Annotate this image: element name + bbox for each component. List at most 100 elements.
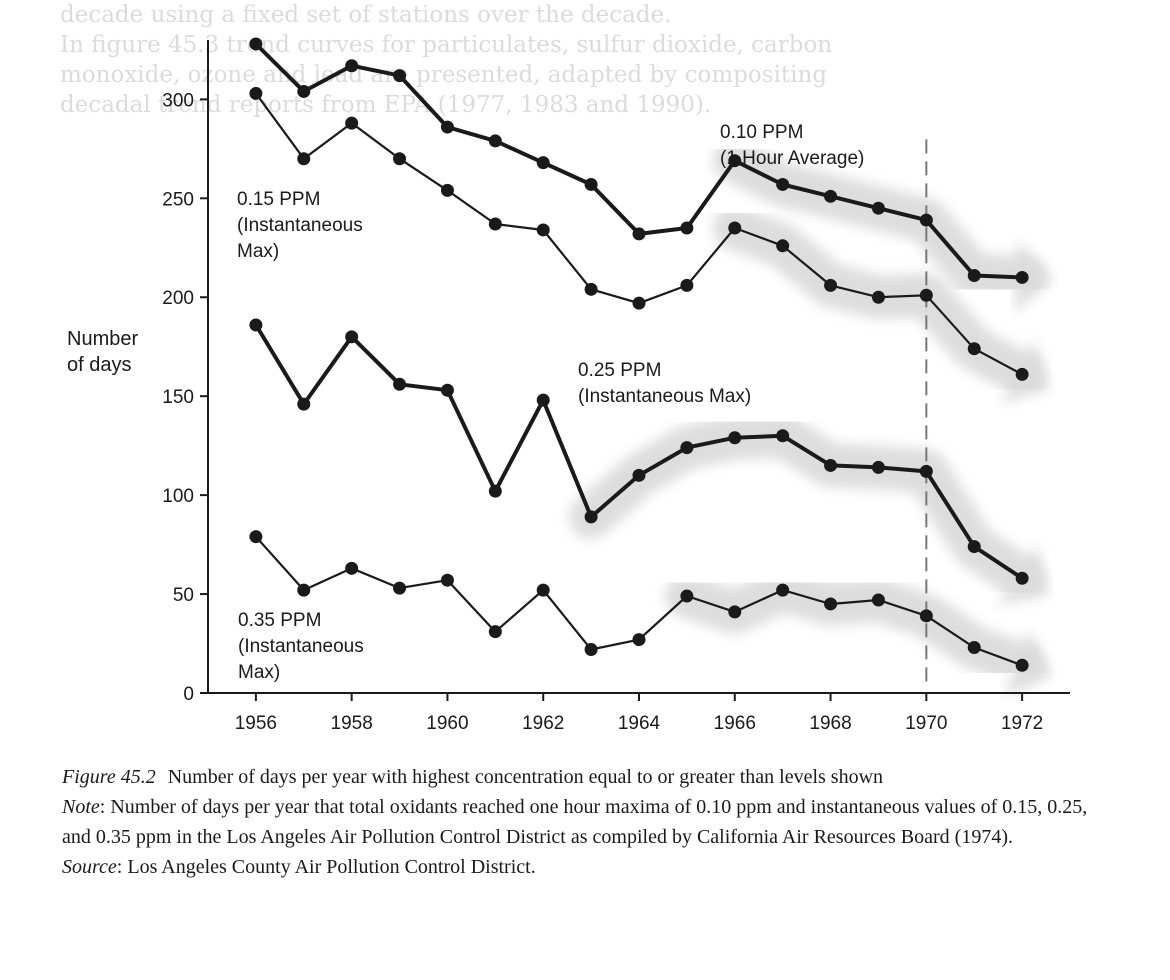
data-point (345, 116, 359, 130)
data-point (919, 464, 933, 478)
data-point (824, 189, 838, 203)
x-tick-label: 1958 (331, 713, 373, 734)
data-point (632, 227, 646, 241)
data-point (871, 593, 885, 607)
data-point (680, 221, 694, 235)
trend-band (569, 413, 1045, 601)
data-point (919, 609, 933, 623)
data-point (1015, 658, 1029, 672)
data-point (824, 278, 838, 292)
y-tick-label: 200 (162, 288, 194, 309)
data-point (345, 59, 359, 73)
chart-axes: 0 50 100 150 200 250 300 1956 1958 1960 1962 1964 19… (67, 40, 1070, 734)
figure-caption: Figure 45.2 Number of days per year with … (62, 762, 1102, 882)
data-point (632, 468, 646, 482)
data-point (728, 154, 742, 168)
data-point (680, 441, 694, 455)
data-point (967, 640, 981, 654)
data-point (776, 429, 790, 443)
bleed-line: In figure 45.3 trend curves for particul… (60, 32, 833, 58)
data-point (776, 239, 790, 253)
figure-text: Number of days per year with highest con… (167, 766, 884, 788)
data-point (345, 561, 359, 575)
bleed-through-text: decade using a fixed set of stations ove… (60, 0, 1110, 150)
data-point (393, 581, 407, 595)
data-point (297, 397, 311, 411)
data-point (871, 201, 885, 215)
data-point (871, 460, 885, 474)
bleed-line: decadal trend reports from EPA (1977, 19… (60, 92, 712, 118)
data-point (536, 156, 550, 170)
caption-source: Source: Los Angeles County Air Pollution… (62, 856, 536, 878)
x-tick-label: 1972 (1001, 713, 1043, 734)
data-point (297, 152, 311, 166)
bleed-line: monoxide, ozone and lead are presented, … (60, 62, 827, 88)
source-label: Source (62, 856, 117, 878)
data-point (440, 573, 454, 587)
y-tick-label: 100 (162, 486, 194, 507)
data-point (393, 152, 407, 166)
data-point (584, 177, 598, 191)
data-point (871, 290, 885, 304)
x-tick-label: 1962 (522, 713, 564, 734)
trend-arrowhead (1014, 241, 1055, 314)
data-point (728, 605, 742, 619)
series-label-3: 0.25 PPM (Instantaneous Max) (578, 360, 751, 407)
series-1 (249, 37, 1029, 284)
data-point (967, 540, 981, 554)
data-point (536, 223, 550, 237)
series-4 (249, 530, 1029, 672)
series-label-line: Max) (238, 662, 280, 683)
source-text: Los Angeles County Air Pollution Control… (127, 856, 536, 878)
x-tick-label: 1966 (714, 713, 756, 734)
caption-note: Note: Number of days per year that total… (62, 796, 1088, 848)
data-point (1015, 270, 1029, 284)
data-point (584, 510, 598, 524)
series-label-line: (Instantaneous (238, 636, 364, 657)
y-tick-label: 150 (162, 387, 194, 408)
data-point (488, 484, 502, 498)
data-point (488, 625, 502, 639)
caption-figure: Figure 45.2 Number of days per year with … (62, 762, 1102, 792)
x-tick-label: 1956 (235, 713, 277, 734)
data-point (584, 642, 598, 656)
data-point (680, 589, 694, 603)
data-point (824, 458, 838, 472)
series-label-line: 0.15 PPM (237, 189, 320, 210)
series-label-2: 0.15 PPM (Instantaneous Max) (237, 189, 363, 262)
data-point (728, 221, 742, 235)
ozone-days-chart: 0 50 100 150 200 250 300 1956 1958 1960 1962 1964 19… (67, 37, 1070, 734)
x-tick-label: 1960 (426, 713, 468, 734)
bleed-line: decade using a fixed set of stations ove… (60, 2, 672, 28)
data-point (249, 318, 263, 332)
data-point (967, 342, 981, 356)
data-point (440, 120, 454, 134)
series-3 (249, 318, 1029, 585)
series-label-line: (Instantaneous (237, 215, 363, 236)
data-point (488, 217, 502, 231)
data-point (393, 69, 407, 83)
data-point (1015, 571, 1029, 585)
data-point (536, 393, 550, 407)
y-tick-label: 250 (162, 189, 194, 210)
data-point (967, 268, 981, 282)
series-label-4: 0.35 PPM (Instantaneous Max) (238, 610, 364, 683)
data-point (249, 37, 263, 51)
data-point (776, 583, 790, 597)
data-point (728, 431, 742, 445)
series-label-line: (Instantaneous Max) (578, 386, 751, 407)
trend-bands (569, 138, 1055, 697)
data-point (249, 86, 263, 100)
data-point (680, 278, 694, 292)
figure-label: Figure 45.2 (62, 766, 156, 788)
data-point (632, 633, 646, 647)
data-point (632, 296, 646, 310)
series-label-line: Max) (237, 241, 279, 262)
x-tick-label: 1964 (618, 713, 661, 734)
x-tick-label: 1970 (905, 713, 947, 734)
data-point (297, 84, 311, 98)
data-point (776, 177, 790, 191)
y-tick-label: 50 (173, 585, 194, 606)
series-label-line: (1 Hour Average) (720, 148, 864, 169)
